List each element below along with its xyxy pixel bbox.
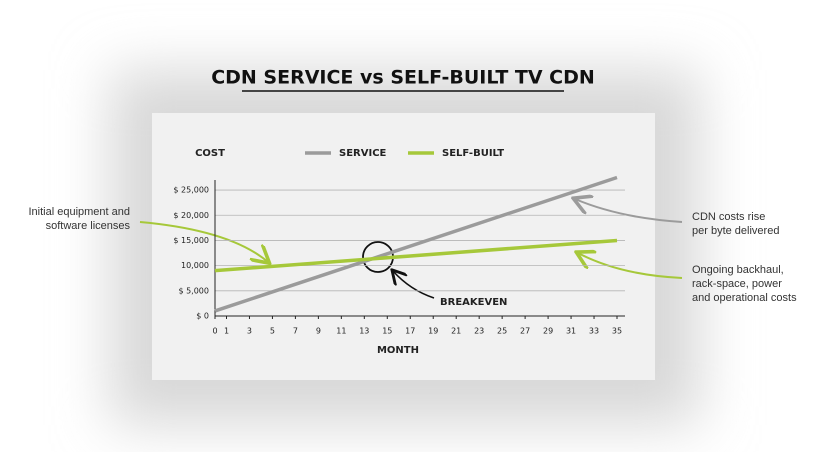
x-tick-label: 21 [451, 327, 461, 336]
y-tick-label: $ 0 [196, 312, 209, 321]
annotation: rack-space, power [692, 278, 782, 290]
annotation: software licenses [46, 220, 131, 232]
annotation: CDN costs rise [692, 211, 765, 223]
y-tick-label: $ 25,000 [173, 186, 209, 195]
x-tick-label: 35 [612, 327, 622, 336]
x-tick-label: 9 [316, 327, 321, 336]
note-arrow [139, 221, 268, 262]
x-tick-label: 23 [474, 327, 484, 336]
series-line [214, 238, 618, 273]
x-tick-label: 33 [589, 327, 599, 336]
x-tick-label: 27 [520, 327, 530, 336]
chart-title: CDN SERVICE vs SELF-BUILT TV CDN [211, 67, 595, 89]
y-tick-label: $ 20,000 [173, 211, 209, 220]
x-tick-label: 13 [359, 327, 369, 336]
x-tick-label: 29 [543, 327, 553, 336]
x-tick-label: 17 [405, 327, 415, 336]
annotation: and operational costs [692, 292, 797, 304]
y-axis-label: COST [195, 148, 225, 159]
panel [152, 113, 655, 380]
note-arrow [575, 199, 683, 223]
annotation: Initial equipment and [28, 206, 130, 218]
x-tick-label: 5 [270, 327, 275, 336]
x-tick-label: 0 [212, 327, 217, 336]
legend-label: SERVICE [339, 148, 387, 159]
y-tick-label: $ 5,000 [178, 286, 209, 295]
annotation: per byte delivered [692, 225, 779, 237]
x-tick-label: 7 [293, 327, 298, 336]
breakeven-arrow [393, 271, 435, 299]
x-tick-label: 15 [382, 327, 392, 336]
series-line [214, 175, 618, 313]
x-tick-label: 19 [428, 327, 438, 336]
x-tick-label: 3 [247, 327, 252, 336]
annotation: Ongoing backhaul, [692, 264, 784, 276]
x-tick-label: 11 [336, 327, 346, 336]
y-tick-label: $ 15,000 [173, 236, 209, 245]
note-arrow [578, 253, 683, 279]
y-tick-label: 10,000 [181, 261, 209, 270]
legend-label: SELF-BUILT [442, 148, 504, 159]
x-axis-label: MONTH [377, 345, 419, 356]
breakeven-label: BREAKEVEN [440, 297, 507, 308]
x-tick-label: 1 [224, 327, 229, 336]
x-tick-label: 25 [497, 327, 507, 336]
x-tick-label: 31 [566, 327, 576, 336]
